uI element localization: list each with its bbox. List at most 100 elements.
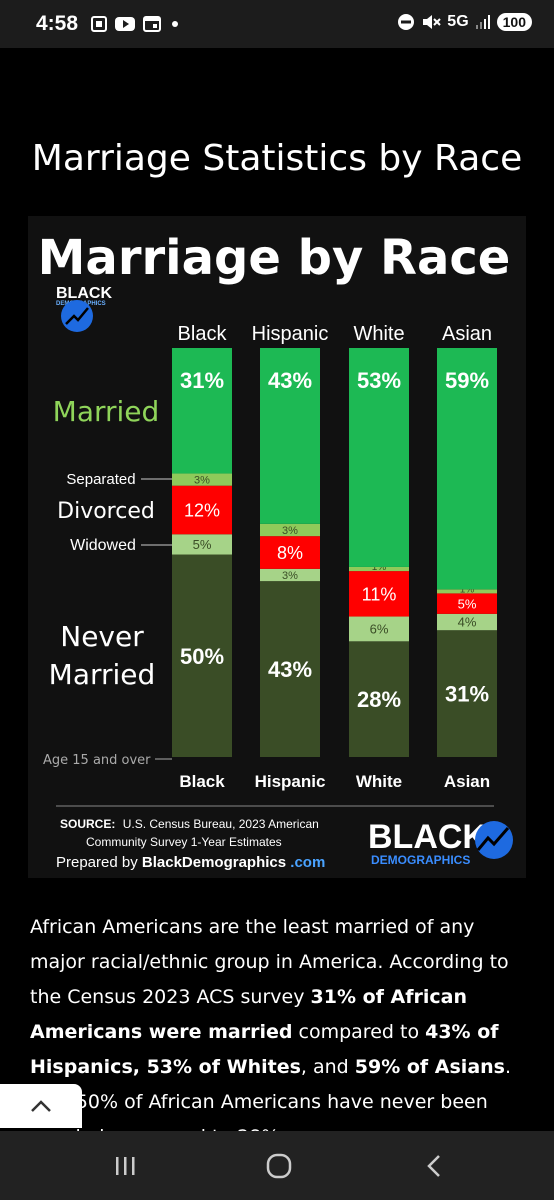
back-icon — [427, 1155, 440, 1177]
screenshot-icon — [91, 16, 107, 32]
bar-black-married — [172, 348, 232, 474]
label-white-never-married: 28% — [357, 687, 401, 712]
label-hispanic-widowed: 3% — [282, 570, 298, 582]
signal-icon — [475, 15, 490, 29]
chevron-up-icon — [31, 1100, 51, 1112]
label-black-separated: 3% — [194, 475, 210, 487]
article-text-3: , and — [300, 1056, 355, 1078]
label-hispanic-separated: 3% — [282, 525, 298, 537]
bottom-label-black: Black — [179, 772, 225, 791]
article-paragraph: African Americans are the least married … — [30, 910, 530, 1155]
label-asian-married: 59% — [445, 368, 489, 393]
status-time: 4:58 — [36, 12, 79, 35]
network-type: 5G — [447, 13, 469, 30]
bar-black-never-married — [172, 554, 232, 757]
bar-hispanic-never-married — [260, 581, 320, 757]
prepared-by: Prepared by — [56, 854, 142, 871]
bottom-label-asian: Asian — [444, 772, 490, 791]
logo-small-line1: BLACK — [56, 285, 112, 302]
logo-big-globe-icon — [475, 821, 513, 859]
label-hispanic-never-married: 43% — [268, 657, 312, 682]
battery-icon: 100 — [496, 13, 532, 31]
legend-separated: Separated — [66, 471, 135, 488]
logo-big-line2: DEMOGRAPHICS — [371, 853, 470, 867]
bar-asian-never-married — [437, 630, 497, 757]
article-bold-1: 31% of African Americans were married — [30, 986, 467, 1043]
mute-icon — [423, 15, 442, 29]
bar-asian-separated — [437, 589, 497, 594]
bar-hispanic-widowed — [260, 568, 320, 582]
source-block: SOURCE: U.S. Census Bureau, 2023 America… — [56, 817, 325, 871]
bar-hispanic-divorced — [260, 536, 320, 569]
age-note: Age 15 and over — [43, 753, 151, 768]
bar-white-divorced — [349, 571, 409, 617]
bar-white-separated — [349, 566, 409, 572]
home-button[interactable] — [259, 1149, 299, 1183]
chart-title: Marriage by Race — [38, 230, 511, 286]
bar-hispanic-married — [260, 348, 320, 524]
dnd-icon — [398, 14, 415, 30]
bar-white-married — [349, 348, 409, 567]
youtube-icon — [115, 17, 135, 31]
label-white-separated: 1% — [372, 562, 387, 573]
legend-left: Married Separated Divorced Widowed Never… — [43, 395, 172, 768]
label-asian-never-married: 31% — [445, 682, 489, 707]
status-icons-left — [90, 15, 182, 33]
label-asian-separated: 1% — [460, 584, 475, 595]
scroll-up-button[interactable] — [0, 1084, 82, 1128]
bar-white-widowed — [349, 616, 409, 642]
label-white-widowed: 6% — [370, 622, 389, 637]
logo-small-arrow-icon — [65, 307, 89, 325]
article-text-2: compared to — [292, 1021, 426, 1043]
source-text-line2: Community Survey 1-Year Estimates — [86, 835, 282, 849]
home-icon — [266, 1153, 292, 1179]
calendar-icon — [143, 16, 161, 32]
prepared-site-ext: .com — [290, 854, 325, 871]
bar-white-never-married — [349, 641, 409, 757]
logo-big-line1: BLACK — [368, 818, 487, 856]
legend-never-married-line2: Married — [49, 658, 156, 691]
bottom-label-white: White — [356, 772, 402, 791]
label-black-married: 31% — [180, 368, 224, 393]
bottom-label-hispanic: Hispanic — [255, 772, 326, 791]
navigation-bar — [0, 1131, 554, 1200]
top-label-black: Black — [178, 323, 228, 345]
logo-big: BLACK DEMOGRAPHICS — [368, 818, 513, 867]
legend-married: Married — [53, 395, 160, 428]
logo-small: BLACK DEMOGRAPHICS — [56, 285, 112, 332]
label-black-never-married: 50% — [180, 644, 224, 669]
status-bar: 4:58 5G — [0, 0, 554, 48]
legend-never-married-line1: Never — [60, 620, 144, 653]
article-bold-2: 43% of Hispanics, 53% of Whites — [30, 1021, 499, 1078]
recents-button[interactable] — [105, 1149, 145, 1183]
bar-black-separated — [172, 473, 232, 486]
prepared-by-line: Prepared by BlackDemographics .com — [56, 854, 325, 871]
logo-big-arrow-icon — [476, 827, 510, 851]
bar-asian-divorced — [437, 593, 497, 614]
label-asian-widowed: 4% — [458, 615, 477, 630]
bar-black-widowed — [172, 534, 232, 555]
legend-divorced: Divorced — [57, 499, 155, 524]
back-button[interactable] — [414, 1149, 454, 1183]
status-icons-right: 5G 100 — [397, 13, 532, 31]
chart-svg: Marriage by Race BLACK DEMOGRAPHICS Blac… — [38, 230, 513, 871]
bar-asian-married — [437, 348, 497, 590]
label-black-widowed: 5% — [193, 537, 212, 552]
article-bold-3: 59% of Asians — [354, 1056, 505, 1078]
source-label: SOURCE: — [60, 817, 115, 831]
bar-asian-widowed — [437, 613, 497, 631]
top-label-asian: Asian — [442, 323, 492, 345]
top-label-hispanic: Hispanic — [252, 323, 329, 345]
infographic-chart: Marriage by Race BLACK DEMOGRAPHICS Blac… — [28, 216, 526, 878]
bar-hispanic-separated — [260, 523, 320, 537]
article-text-1: African Americans are the least married … — [30, 916, 509, 1008]
top-label-white: White — [353, 323, 404, 345]
label-white-divorced: 11% — [362, 584, 397, 604]
dot-icon — [172, 21, 178, 27]
label-asian-divorced: 5% — [458, 596, 477, 611]
label-hispanic-divorced: 8% — [277, 543, 303, 563]
source-text-line1: U.S. Census Bureau, 2023 American — [123, 817, 319, 831]
label-hispanic-married: 43% — [268, 368, 312, 393]
legend-widowed: Widowed — [70, 537, 136, 554]
logo-small-globe-icon — [61, 300, 93, 332]
